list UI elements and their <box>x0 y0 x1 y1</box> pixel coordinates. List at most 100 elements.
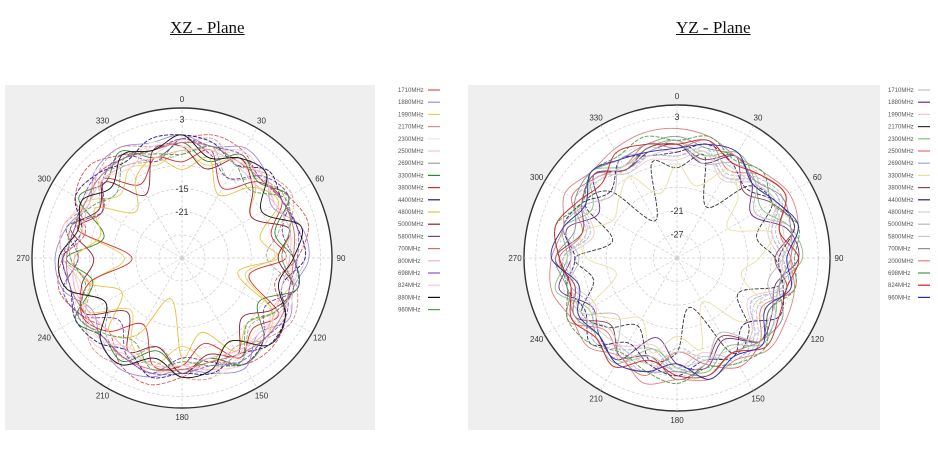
angle-tick-label: 30 <box>257 116 266 125</box>
legend-label: 880MHz <box>398 295 420 301</box>
angle-tick-label: 210 <box>96 392 110 401</box>
legend-label: 824MHz <box>888 283 910 289</box>
radial-tick-label: -21 <box>175 207 188 217</box>
legend-label: 4800MHz <box>888 210 914 216</box>
series-line-4800MHz <box>73 156 280 359</box>
grid-spoke <box>676 125 754 259</box>
series-line-824MHz <box>68 144 294 371</box>
grid-spoke <box>51 257 183 334</box>
legend-label: 2300MHz <box>888 137 914 143</box>
legend-label: 4400MHz <box>888 198 914 204</box>
grid-spoke <box>600 125 678 259</box>
legend-label: 1880MHz <box>888 100 914 106</box>
radial-tick-label: -15 <box>175 184 188 194</box>
angle-tick-label: 270 <box>508 254 522 263</box>
legend-label: 3800MHz <box>888 186 914 192</box>
grid-spoke <box>181 127 258 259</box>
legend-label: 2690MHz <box>888 161 914 167</box>
legend-label: 2690MHz <box>398 161 424 167</box>
radial-tick-label: -27 <box>670 229 683 239</box>
legend-label: 3300MHz <box>398 173 424 179</box>
grid-spoke <box>181 257 258 389</box>
angle-tick-label: 300 <box>530 173 544 182</box>
grid-spoke <box>181 182 313 259</box>
angle-tick-label: 240 <box>530 335 544 344</box>
radial-tick-label: 3 <box>674 112 679 122</box>
legend-label: 960MHz <box>398 308 420 314</box>
grid-spoke <box>51 182 183 259</box>
grid-spoke <box>106 257 183 389</box>
yz-plane-title: YZ - Plane <box>676 18 751 37</box>
series-line-2000MHz <box>549 127 799 385</box>
grid-spoke <box>676 257 810 335</box>
grid-spoke <box>106 127 183 259</box>
legend-label: 2170MHz <box>398 125 424 131</box>
legend-label: 698MHz <box>398 271 420 277</box>
grid-spoke <box>544 257 678 335</box>
xz-plane-title: XZ - Plane <box>170 18 245 37</box>
polar-chart-yz: 0 30 60 90 120 150 180 210 240 270 300 330 3 -21 -27 17… <box>468 85 930 430</box>
radial-tick-label: 3 <box>179 115 184 125</box>
series-line-698MHz <box>62 138 300 376</box>
angle-tick-label: 0 <box>675 92 680 101</box>
angle-tick-label: 180 <box>670 416 684 425</box>
angle-tick-label: 0 <box>180 95 185 104</box>
angle-tick-label: 330 <box>96 116 110 125</box>
angle-tick-label: 120 <box>811 335 825 344</box>
grid-spoke <box>600 257 678 391</box>
grid-ring <box>43 119 321 397</box>
legend-label: 700MHz <box>398 247 420 253</box>
series-line-880MHz <box>57 134 303 379</box>
angle-tick-label: 60 <box>813 173 822 182</box>
legend-label: 824MHz <box>398 283 420 289</box>
legend-label: 800MHz <box>398 259 420 265</box>
legend-label: 2000MHz <box>888 259 914 265</box>
polar-chart-xz: 0 30 60 90 120 150 180 210 240 270 300 330 3 -15 -21 17… <box>5 85 440 430</box>
legend-label: 1880MHz <box>398 100 424 106</box>
grid-ring <box>112 188 252 328</box>
legend-label: 5000MHz <box>888 222 914 228</box>
legend-label: 698MHz <box>888 271 910 277</box>
legend-label: 5800MHz <box>888 234 914 240</box>
legend-label: 5000MHz <box>398 222 424 228</box>
legend-label: 3800MHz <box>398 186 424 192</box>
legend-label: 700MHz <box>888 247 910 253</box>
angle-tick-label: 300 <box>38 175 52 184</box>
angle-tick-label: 330 <box>589 114 603 123</box>
series-line-2690MHz <box>561 146 790 373</box>
legend-label: 1710MHz <box>888 88 914 94</box>
angle-tick-label: 270 <box>16 254 30 263</box>
angle-tick-label: 150 <box>751 394 765 403</box>
grid-spoke <box>676 257 754 391</box>
legend-label: 2500MHz <box>888 149 914 155</box>
angle-tick-label: 150 <box>255 392 269 401</box>
series-line-960MHz <box>67 145 294 371</box>
angle-tick-label: 90 <box>835 254 844 263</box>
legend-label: 3300MHz <box>888 173 914 179</box>
legend-label: 1990MHz <box>888 112 914 118</box>
legend-label: 2300MHz <box>398 137 424 143</box>
grid-spoke <box>544 181 678 259</box>
angle-tick-label: 60 <box>315 175 324 184</box>
radial-tick-label: -21 <box>670 206 683 216</box>
angle-tick-label: 210 <box>589 394 603 403</box>
legend-label: 960MHz <box>888 295 910 301</box>
grid-spoke <box>676 181 810 259</box>
series-line-700MHz <box>554 135 793 377</box>
angle-tick-label: 240 <box>38 334 52 343</box>
series-line-960MHz <box>550 143 799 380</box>
legend-label: 4800MHz <box>398 210 424 216</box>
grid-ring <box>653 234 701 282</box>
grid-spoke <box>181 257 313 334</box>
legend-label: 1990MHz <box>398 112 424 118</box>
legend-label: 2500MHz <box>398 149 424 155</box>
angle-tick-label: 90 <box>337 254 346 263</box>
angle-tick-label: 120 <box>313 334 327 343</box>
series-line-5800MHz <box>62 138 300 374</box>
legend-label: 5800MHz <box>398 234 424 240</box>
legend-label: 1710MHz <box>398 88 424 94</box>
series-line-824MHz <box>554 139 800 379</box>
angle-tick-label: 30 <box>754 114 763 123</box>
series-line-698MHz <box>553 135 800 384</box>
